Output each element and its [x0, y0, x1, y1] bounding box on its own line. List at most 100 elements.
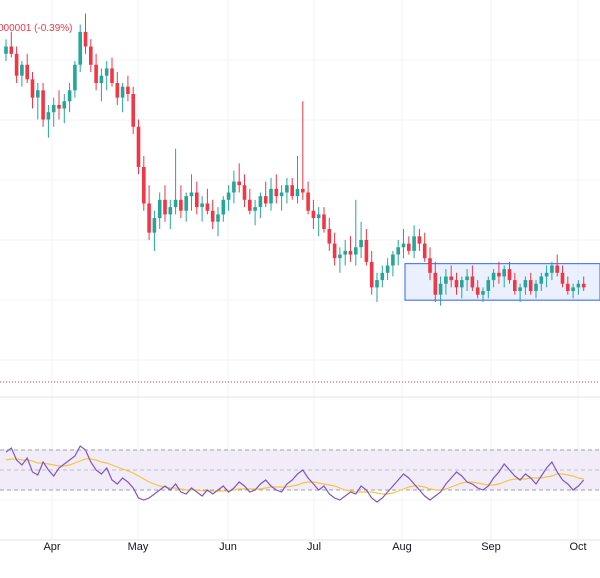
candle-body — [51, 104, 56, 113]
candle-15 — [83, 13, 88, 54]
candle-81 — [433, 261, 438, 302]
candle-body — [163, 199, 167, 215]
candle-body — [184, 196, 188, 211]
candle-body — [327, 229, 332, 244]
candle-63 — [338, 247, 342, 273]
candle-74 — [396, 239, 400, 266]
candle-56 — [301, 101, 305, 200]
x-tick-sep: Sep — [481, 541, 501, 553]
candle-body — [83, 31, 88, 47]
candle-14 — [78, 24, 82, 73]
x-tick-may: May — [128, 541, 149, 553]
candle-47 — [253, 199, 257, 226]
candle-body — [89, 46, 93, 65]
candle-body — [173, 199, 178, 208]
candle-31 — [168, 199, 173, 229]
candle-body — [179, 199, 183, 211]
candle-53 — [285, 177, 289, 204]
x-tick-jul: Jul — [307, 541, 321, 553]
candle-92 — [491, 269, 496, 288]
candle-body — [30, 79, 35, 98]
candle-body — [126, 86, 130, 94]
candle-108 — [576, 280, 581, 295]
candle-body — [523, 280, 528, 288]
candle-49 — [263, 181, 268, 208]
candle-3 — [20, 61, 24, 87]
candle-body — [216, 214, 220, 222]
candle-75 — [401, 229, 406, 259]
candle-70 — [375, 272, 379, 302]
candle-body — [322, 214, 326, 229]
candle-body — [263, 196, 268, 204]
candle-body — [152, 218, 157, 233]
candle-71 — [380, 265, 385, 288]
candle-body — [237, 181, 241, 186]
candle-body — [513, 280, 517, 292]
candle-body — [444, 276, 448, 284]
candle-body — [221, 199, 226, 215]
candle-body — [449, 276, 453, 281]
candle-body — [407, 243, 411, 251]
candle-40 — [216, 207, 220, 237]
candle-body — [375, 280, 379, 288]
candle-body — [581, 283, 586, 288]
candle-27 — [147, 185, 151, 240]
candle-body — [364, 239, 369, 262]
candle-65 — [348, 236, 353, 262]
candle-body — [555, 265, 559, 273]
candle-12 — [67, 83, 72, 113]
candle-98 — [523, 276, 528, 295]
candle-102 — [544, 265, 549, 288]
candle-62 — [332, 232, 337, 266]
candle-104 — [555, 254, 559, 277]
candle-body — [486, 280, 491, 292]
candle-83 — [444, 269, 448, 295]
candle-77 — [412, 225, 416, 259]
candle-57 — [306, 181, 310, 215]
candle-5 — [30, 72, 35, 109]
candle-body — [460, 280, 464, 288]
candle-body — [104, 68, 109, 76]
candle-body — [279, 192, 284, 197]
candle-80 — [428, 247, 432, 281]
candle-body — [428, 258, 432, 273]
candle-17 — [94, 53, 98, 91]
candle-33 — [179, 185, 183, 219]
candle-21 — [115, 72, 120, 105]
candle-body — [200, 203, 204, 208]
candle-body — [205, 203, 210, 211]
candles — [4, 13, 586, 306]
candle-body — [481, 291, 485, 295]
x-tick-aug: Aug — [392, 541, 412, 553]
time-axis: Apr May Jun Jul Aug Sep Oct — [43, 541, 586, 553]
candle-body — [115, 83, 120, 98]
candle-body — [560, 272, 565, 284]
candle-106 — [566, 276, 570, 295]
candle-body — [507, 269, 512, 281]
candle-93 — [497, 261, 501, 284]
candle-67 — [359, 221, 363, 259]
candle-body — [380, 272, 385, 281]
candle-body — [36, 90, 40, 98]
candle-body — [348, 250, 353, 255]
candle-body — [518, 287, 522, 292]
candle-38 — [205, 188, 210, 215]
candle-body — [454, 280, 459, 288]
candle-103 — [550, 261, 554, 281]
candle-body — [438, 283, 443, 295]
candle-22 — [120, 83, 125, 113]
candle-66 — [354, 199, 358, 266]
candle-94 — [502, 265, 506, 288]
candle-body — [232, 181, 236, 193]
candle-body — [99, 75, 104, 83]
candle-body — [67, 90, 72, 102]
candle-body — [412, 236, 416, 251]
candle-body — [136, 126, 141, 167]
candle-100 — [534, 280, 538, 299]
candle-89 — [475, 280, 480, 299]
candle-body — [57, 104, 61, 109]
candle-body — [226, 192, 231, 200]
candle-body — [497, 272, 501, 277]
candle-39 — [210, 199, 215, 229]
